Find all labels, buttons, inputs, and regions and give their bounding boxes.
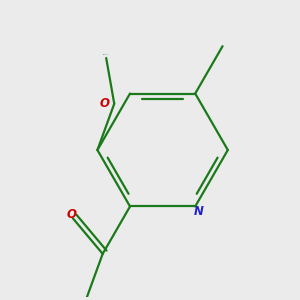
Text: O: O (99, 97, 109, 110)
Text: methoxy: methoxy (102, 53, 108, 55)
Text: methoxy: methoxy (103, 53, 109, 55)
Text: N: N (194, 205, 203, 218)
Text: O: O (66, 208, 76, 221)
